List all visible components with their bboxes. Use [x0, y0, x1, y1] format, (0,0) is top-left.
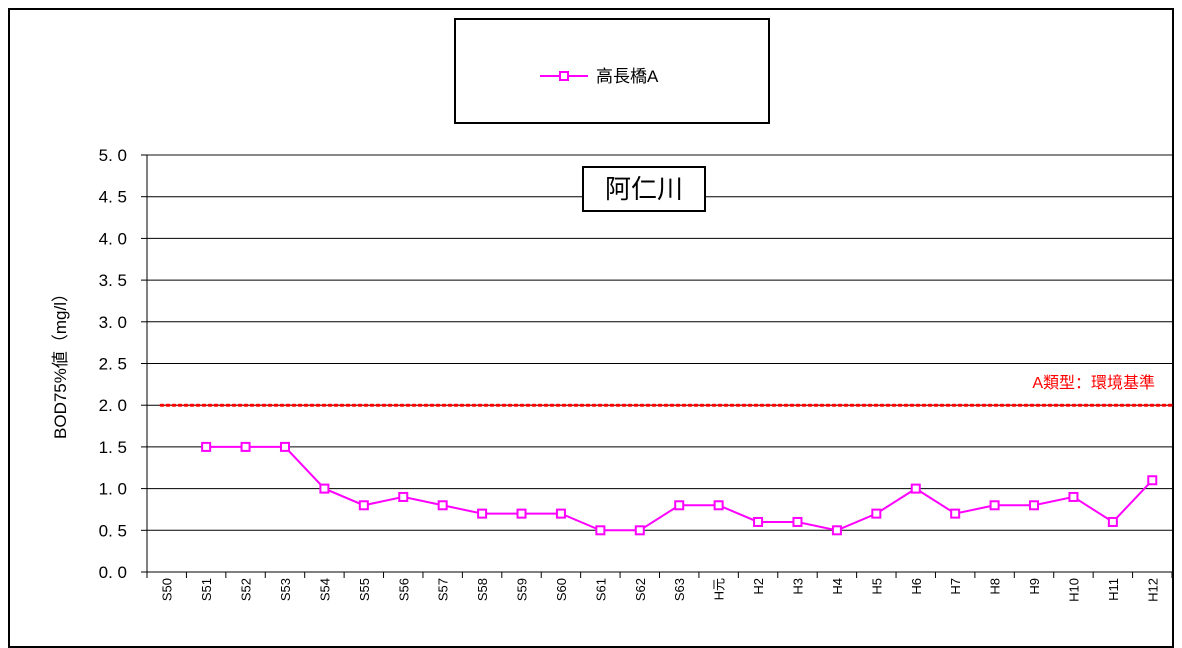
x-tick-label: H元 [712, 578, 727, 600]
chart-title-text: 阿仁川 [605, 174, 683, 204]
data-point [871, 508, 882, 519]
legend-marker-icon [559, 71, 569, 81]
plot-area: 0. 0 0. 5 1. 0 1. 5 2. 0 2. 5 3. 0 3. 5 4. 0 4. 5… [99, 146, 1174, 602]
reference-line-label: A類型：環境基準 [1032, 373, 1155, 392]
x-tick-label: H12 [1145, 578, 1160, 602]
data-point [634, 525, 645, 536]
x-tick-label: S57 [436, 578, 451, 601]
x-tick-label: S61 [593, 578, 608, 601]
data-point [398, 491, 409, 502]
data-point [319, 483, 330, 494]
data-point [1068, 491, 1079, 502]
x-tick-label: H6 [909, 578, 924, 595]
data-point [201, 441, 212, 452]
legend: 高長橋A [454, 18, 770, 124]
data-point [477, 508, 488, 519]
y-tick-label: 0. 5 [99, 521, 127, 540]
x-tick-label: H8 [988, 578, 1003, 595]
x-tick-label: S60 [554, 578, 569, 601]
x-tick-label: H4 [830, 578, 845, 595]
x-tick-label: S62 [633, 578, 648, 601]
data-point [1107, 516, 1118, 527]
y-tick-label: 2. 0 [99, 396, 127, 415]
data-point [358, 500, 369, 511]
y-tick-label: 4. 5 [99, 188, 127, 207]
data-point [674, 500, 685, 511]
data-point [753, 516, 764, 527]
x-tick-label: S56 [396, 578, 411, 601]
x-tick-label: H7 [948, 578, 963, 595]
x-tick-label: S52 [239, 578, 254, 601]
y-axis-title: BOD75%値（mg/l） [51, 285, 70, 439]
x-tick-label: H3 [790, 578, 805, 595]
chart-svg: 高長橋A 0. 0 0. 5 1. 0 1. 5 2. 0 2. 5 3. 0 3. 5 4. … [51, 18, 1174, 602]
data-point [279, 441, 290, 452]
data-point [792, 516, 803, 527]
y-tick-label: 1. 0 [99, 480, 127, 499]
y-tick-label: 3. 5 [99, 271, 127, 290]
data-point [516, 508, 527, 519]
x-tick-label: S50 [160, 578, 175, 601]
data-point [1147, 475, 1158, 486]
x-tick-label: H11 [1106, 578, 1121, 601]
y-tick-label: 1. 5 [99, 438, 127, 457]
y-tick-label: 3. 0 [99, 313, 127, 332]
x-tick-label: H5 [869, 578, 884, 595]
y-tick-label: 4. 0 [99, 229, 127, 248]
x-tick-label: S55 [357, 578, 372, 601]
x-tick-label: H2 [751, 578, 766, 595]
title-box [582, 166, 706, 212]
legend-label: 高長橋A [596, 67, 659, 86]
x-tick-label: H10 [1066, 578, 1081, 602]
y-tick-label: 0. 0 [99, 563, 127, 582]
data-point [437, 500, 448, 511]
data-point [1029, 500, 1040, 511]
x-tick-label: H9 [1027, 578, 1042, 595]
y-tick-label: 2. 5 [99, 355, 127, 374]
x-tick-label: S53 [278, 578, 293, 601]
data-point [831, 525, 842, 536]
x-tick-label: S63 [672, 578, 687, 601]
x-tick-label: S59 [515, 578, 530, 601]
y-tick-label: 5. 0 [99, 146, 127, 165]
x-tick-label: S54 [317, 578, 332, 601]
data-point [950, 508, 961, 519]
data-point [240, 441, 251, 452]
chart-title: 阿仁川 [582, 166, 706, 212]
data-point [713, 500, 724, 511]
data-point [595, 525, 606, 536]
x-tick-label: S51 [199, 578, 214, 601]
x-tick-label: S58 [475, 578, 490, 601]
legend-box [454, 18, 770, 124]
data-point [910, 483, 921, 494]
data-point [989, 500, 1000, 511]
data-point [555, 508, 566, 519]
